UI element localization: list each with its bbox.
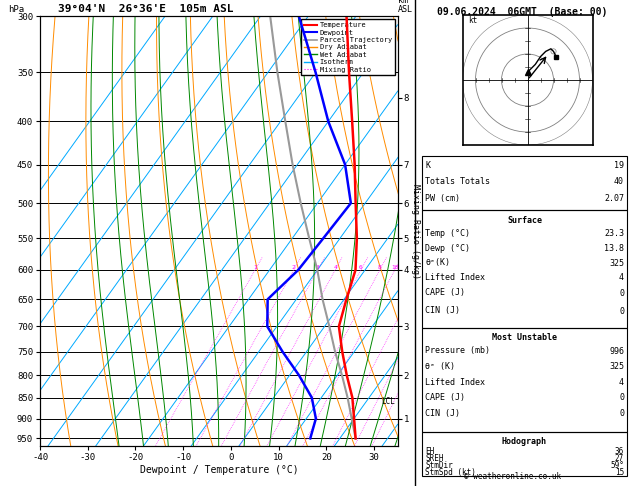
Text: CAPE (J): CAPE (J) (425, 289, 465, 297)
Text: LCL: LCL (382, 397, 396, 405)
Text: θᵉ (K): θᵉ (K) (425, 362, 455, 370)
Text: CIN (J): CIN (J) (425, 307, 460, 315)
Text: 19: 19 (614, 161, 624, 171)
Text: 10: 10 (391, 265, 399, 270)
Text: Lifted Index: Lifted Index (425, 378, 485, 386)
Text: 4: 4 (333, 265, 337, 270)
Text: Most Unstable: Most Unstable (492, 333, 557, 343)
Text: 59°: 59° (610, 461, 624, 469)
Text: CAPE (J): CAPE (J) (425, 393, 465, 401)
Text: Hodograph: Hodograph (502, 436, 547, 446)
Text: 2.07: 2.07 (604, 193, 624, 203)
Text: 15: 15 (615, 468, 624, 476)
Text: 0: 0 (619, 289, 624, 297)
Text: 1: 1 (253, 265, 257, 270)
Text: 0: 0 (619, 409, 624, 417)
Text: 6: 6 (359, 265, 363, 270)
Text: 13.8: 13.8 (604, 243, 624, 253)
Text: StmSpd (kt): StmSpd (kt) (425, 468, 476, 476)
Text: hPa: hPa (8, 5, 24, 14)
Text: Surface: Surface (507, 215, 542, 225)
Text: 09.06.2024  06GMT  (Base: 00): 09.06.2024 06GMT (Base: 00) (437, 7, 607, 17)
Text: 39°04'N  26°36'E  105m ASL: 39°04'N 26°36'E 105m ASL (58, 4, 233, 14)
Text: Pressure (mb): Pressure (mb) (425, 347, 490, 355)
Text: θᵉ(K): θᵉ(K) (425, 259, 450, 267)
Text: 4: 4 (619, 274, 624, 282)
Text: 325: 325 (609, 259, 624, 267)
Text: 4: 4 (619, 378, 624, 386)
Legend: Temperature, Dewpoint, Parcel Trajectory, Dry Adiabat, Wet Adiabat, Isotherm, Mi: Temperature, Dewpoint, Parcel Trajectory… (301, 19, 394, 75)
Text: 27: 27 (615, 453, 624, 463)
Text: 40: 40 (614, 177, 624, 187)
Text: 325: 325 (609, 362, 624, 370)
Text: 3: 3 (316, 265, 320, 270)
Y-axis label: Mixing Ratio (g/kg): Mixing Ratio (g/kg) (411, 184, 420, 278)
Text: Dewp (°C): Dewp (°C) (425, 243, 470, 253)
Text: 0: 0 (619, 393, 624, 401)
Text: Lifted Index: Lifted Index (425, 274, 485, 282)
X-axis label: Dewpoint / Temperature (°C): Dewpoint / Temperature (°C) (140, 465, 298, 475)
Text: 996: 996 (609, 347, 624, 355)
Text: 0: 0 (619, 307, 624, 315)
Text: SREH: SREH (425, 453, 443, 463)
Text: StmDir: StmDir (425, 461, 453, 469)
Text: kt: kt (468, 16, 477, 25)
Text: CIN (J): CIN (J) (425, 409, 460, 417)
Text: 8: 8 (378, 265, 382, 270)
Text: km
ASL: km ASL (398, 0, 413, 14)
Text: PW (cm): PW (cm) (425, 193, 460, 203)
Text: Totals Totals: Totals Totals (425, 177, 490, 187)
Text: 2: 2 (292, 265, 296, 270)
Text: 36: 36 (615, 447, 624, 455)
Text: 23.3: 23.3 (604, 228, 624, 238)
Text: EH: EH (425, 447, 434, 455)
Text: © weatheronline.co.uk: © weatheronline.co.uk (464, 472, 561, 481)
Text: Temp (°C): Temp (°C) (425, 228, 470, 238)
Text: K: K (425, 161, 430, 171)
